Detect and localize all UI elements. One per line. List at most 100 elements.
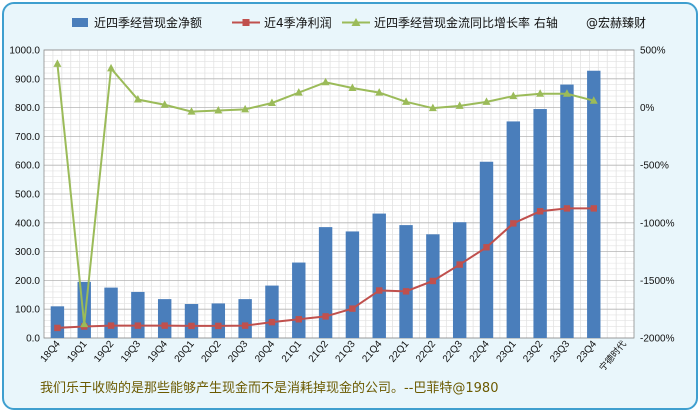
x-axis-tick-label: 22Q4: [468, 339, 492, 365]
growth-rate-point: [562, 89, 571, 97]
x-axis-tick-label: 22Q2: [414, 339, 438, 365]
bar-cash-flow: [587, 70, 601, 339]
net-profit-point: [563, 205, 571, 212]
x-axis-tick-label: 20Q2: [199, 339, 223, 365]
x-axis-tick-label: 21Q2: [307, 339, 331, 365]
legend-item-net-profit: 近4季净利润: [232, 16, 332, 30]
bar-cash-flow: [399, 225, 413, 338]
net-profit-point: [483, 244, 490, 251]
left-axis-tick-label: 200.0: [15, 276, 40, 287]
bar-cash-flow: [292, 262, 306, 338]
bar-cash-flow: [211, 303, 226, 338]
x-axis-tick-label: 23Q1: [494, 339, 518, 365]
right-axis-tick-label: -1500%: [640, 276, 675, 287]
x-axis-tick-label: 20Q1: [173, 339, 197, 365]
growth-rate-point: [482, 97, 491, 105]
net-profit-point: [429, 277, 437, 285]
legend-label: 近四季经营现金净额: [94, 15, 202, 30]
left-axis-tick-label: 700.0: [15, 132, 40, 143]
net-profit-point: [134, 322, 142, 329]
legend-swatch-bar: [72, 18, 88, 27]
growth-rate-point: [187, 107, 196, 115]
net-profit-point: [241, 322, 249, 329]
bar-cash-flow: [372, 213, 386, 338]
legend-item-cash-flow: 近四季经营现金净额: [72, 15, 202, 30]
bar-cash-flow: [131, 291, 145, 338]
left-axis-tick-label: 100.0: [15, 305, 40, 316]
net-profit-point: [161, 322, 168, 329]
legend-label: 近4季净利润: [264, 16, 332, 30]
right-axis-tick-label: 500%: [640, 46, 666, 57]
left-axis-tick-label: 900.0: [15, 74, 40, 85]
left-axis-tick-label: 1000.0: [9, 46, 40, 57]
left-axis-tick-label: 300.0: [15, 247, 40, 258]
net-profit-point: [107, 322, 115, 329]
company-label: 宁德时代: [597, 338, 629, 373]
growth-rate-point: [80, 319, 89, 328]
x-axis-tick-label: 19Q2: [92, 339, 116, 365]
bar-cash-flow: [238, 299, 252, 338]
right-axis-tick-label: -500%: [640, 161, 669, 172]
growth-rate-point: [589, 96, 598, 104]
growth-rate-point: [536, 89, 545, 97]
plot-border: [43, 49, 635, 339]
growth-rate-point: [133, 95, 142, 103]
net-profit-point: [188, 322, 195, 330]
right-axis-tick-label: 0%: [640, 103, 655, 114]
growth-rate-point: [294, 88, 303, 96]
x-axis-tick-label: 21Q1: [280, 339, 304, 365]
x-axis-tick-label: 19Q3: [119, 339, 143, 365]
plot-area: 0.0 100.0 200.0 300.0 400.0 500.0 600.0 700.0 80…: [9, 46, 674, 365]
growth-rate-point: [348, 83, 357, 92]
growth-rate-point: [107, 63, 116, 72]
bar-cash-flow: [265, 285, 279, 338]
net-profit-point: [536, 208, 544, 215]
bar-cash-flow: [184, 304, 199, 338]
growth-rate-point: [241, 104, 250, 113]
right-axis-tick-label: -2000%: [640, 334, 675, 345]
x-axis-tick-label: 22Q1: [387, 339, 411, 365]
net-profit-point: [215, 322, 222, 330]
bar-cash-flow: [506, 121, 521, 338]
growth-rate-point: [455, 101, 464, 109]
bar-cash-flow: [157, 299, 172, 338]
net-profit-point: [268, 318, 276, 326]
legend-label: 近四季经营现金流同比增长率 右轴: [374, 15, 558, 30]
legend-item-growth-rate: 近四季经营现金流同比增长率 右轴: [342, 15, 558, 30]
net-profit-point: [376, 287, 383, 294]
net-profit-point: [54, 324, 61, 332]
x-axis-tick-label: 20Q3: [226, 339, 250, 365]
left-axis-tick-label: 800.0: [15, 103, 40, 114]
growth-rate-point: [428, 103, 437, 112]
x-axis-tick-label: 21Q4: [360, 339, 384, 365]
growth-rate-point: [402, 97, 411, 105]
bar-cash-flow: [426, 234, 440, 338]
x-axis-tick-label: 20Q4: [253, 339, 277, 365]
x-axis-tick-label: 22Q3: [441, 339, 465, 365]
x-axis-tick-label: 19Q1: [65, 339, 89, 365]
net-profit-point: [322, 313, 329, 320]
left-axis-tick-label: 400.0: [15, 218, 40, 229]
x-axis-tick-label: 23Q2: [521, 339, 545, 365]
left-axis-tick-label: 600.0: [15, 161, 40, 172]
x-axis-tick-label: 21Q3: [334, 339, 358, 365]
bar-cash-flow: [452, 222, 467, 338]
net-profit-point: [349, 305, 356, 312]
legend-marker-square: [242, 19, 250, 26]
bar-cash-flow: [104, 287, 118, 338]
net-profit-point: [590, 205, 597, 212]
buffett-quote: 我们乐于收购的是那些能够产生现金而不是消耗掉现金的公司。--巴菲特@1980: [40, 380, 498, 396]
growth-rate-point: [53, 59, 62, 67]
left-axis-tick-label: 0.0: [26, 334, 40, 345]
growth-rate-point: [509, 91, 518, 100]
x-axis-tick-label: 19Q4: [146, 339, 170, 365]
net-profit-point: [456, 261, 463, 268]
x-axis-tick-label: 23Q3: [548, 339, 572, 365]
growth-rate-point: [267, 98, 276, 106]
net-profit-point: [402, 288, 410, 295]
right-axis-tick-label: -1000%: [640, 218, 675, 229]
watermark: @宏赫臻财: [586, 15, 646, 30]
growth-rate-point: [214, 105, 223, 114]
growth-rate-point: [160, 100, 169, 108]
